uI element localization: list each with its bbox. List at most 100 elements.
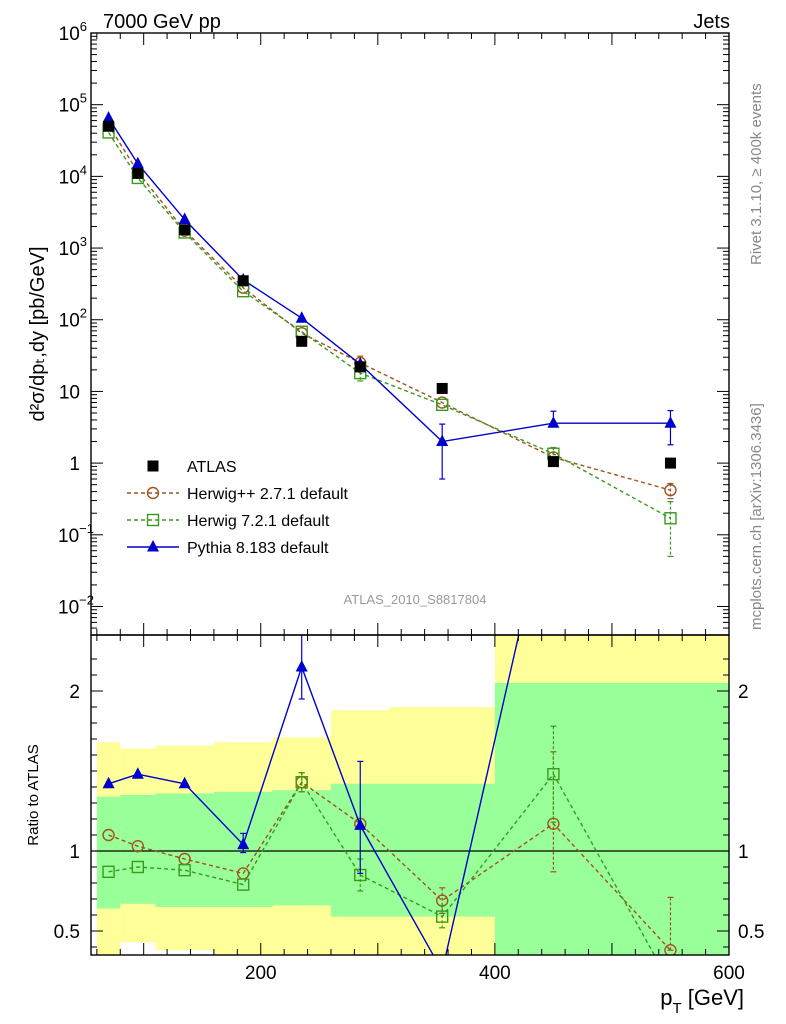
rivet-label: Rivet 3.1.10, ≥ 400k events (748, 83, 765, 265)
tick-base: 10 (58, 597, 79, 618)
main-data-point (131, 156, 144, 169)
main-y-tick-label: 1 (69, 454, 80, 475)
ratio-y-tick-label-right: 1 (738, 842, 749, 863)
main-series-line (107, 132, 671, 519)
ratio-frame (90, 634, 730, 956)
tick-base: 10 (59, 382, 80, 403)
tick-exponent: −1 (79, 521, 94, 536)
ratio-data-point (131, 860, 145, 874)
ratio-y-tick-label-right: 0.5 (738, 922, 764, 943)
main-series-line (107, 117, 671, 443)
main-panel (102, 111, 677, 557)
inner-uncertainty-band (389, 783, 495, 917)
legend-marker (146, 513, 160, 527)
tick-exponent: 6 (80, 19, 87, 34)
legend-marker (146, 486, 160, 500)
tick-base: 10 (59, 311, 80, 332)
x-tick-label: 200 (245, 963, 277, 984)
atlas-data-point (132, 167, 144, 179)
legend-label: Herwig 7.2.1 default (187, 513, 330, 530)
atlas-data-point (179, 224, 191, 236)
ratio-data-point (664, 944, 677, 955)
main-triangle-series (102, 111, 677, 480)
main-data-point (664, 416, 677, 428)
tick-base: 10 (58, 526, 79, 547)
tick-exponent: 4 (80, 162, 87, 177)
ratio-data-point (547, 768, 560, 781)
main-atlas-series (103, 120, 676, 469)
ratio-data-point (547, 476, 559, 488)
main-y-tick-label: 10−2 (58, 592, 94, 618)
main-data-point (664, 512, 677, 525)
ratio-y-tick-label-left: 1 (69, 842, 80, 863)
main-data-point (102, 111, 115, 123)
tick-base: 10 (59, 167, 80, 188)
atlas-data-point (296, 335, 308, 347)
tick-exponent: −2 (79, 592, 94, 607)
x-tick-label: 400 (479, 963, 511, 984)
ratio-data-point (102, 776, 115, 789)
legend: ATLAS Herwig++ 2.7.1 default Herwig 7.2.1 … (127, 459, 349, 557)
ratio-data-point (236, 878, 250, 891)
ratio-y-tick-label-left: 2 (69, 682, 80, 703)
inner-uncertainty-band (272, 790, 331, 906)
legend-label: ATLAS (187, 459, 237, 476)
atlas-data-point (547, 456, 559, 468)
atlas-data-point (664, 457, 676, 469)
tick-exponent: 2 (80, 306, 87, 321)
ratio-data-point (354, 818, 367, 830)
tick-base: 10 (59, 96, 80, 117)
main-y-tick-label: 10−1 (58, 521, 94, 547)
main-y-axis-label: d²σ/dpₜ,dy [pb/GeV] (27, 247, 49, 422)
main-y-tick-label: 105 (59, 91, 87, 117)
main-data-point (178, 212, 191, 225)
ratio-data-point (102, 828, 115, 842)
ratio-data-point (131, 840, 145, 853)
ratio-series-line (108, 772, 656, 955)
main-data-point (436, 434, 449, 447)
atlas-data-point (436, 382, 448, 394)
mcplots-label: mcplots.cern.ch [arXiv:1306.3436] (748, 403, 765, 630)
ratio-data-point (237, 837, 250, 850)
legend-marker (147, 540, 159, 552)
atlas-data-point (103, 120, 115, 132)
ratio-y-tick-label-right: 2 (738, 682, 749, 703)
atlas-data-point (354, 361, 366, 373)
ratio-data-point (178, 864, 191, 877)
ratio-triangle-series (102, 476, 559, 955)
main-circle-series (102, 118, 677, 500)
inner-uncertainty-band (96, 796, 121, 909)
tick-exponent: 5 (80, 91, 87, 106)
ratio-y-tick-label-left: 0.5 (54, 922, 80, 943)
ratio-data-point (131, 767, 144, 779)
legend-label: Pythia 8.183 default (187, 540, 329, 557)
tick-base: 1 (69, 454, 80, 475)
ratio-bands (96, 635, 729, 955)
tick-base: 10 (59, 24, 80, 45)
legend-label: Herwig++ 2.7.1 default (187, 486, 349, 503)
x-axis-label-unit: [GeV] (682, 985, 744, 1010)
main-data-point (664, 483, 677, 497)
tick-base: 10 (59, 239, 80, 260)
ratio-open-square-series (102, 725, 656, 955)
main-y-tick-label: 10 (59, 382, 80, 403)
header-right: Jets (693, 11, 730, 33)
main-y-tick-label: 104 (59, 162, 87, 188)
ratio-data-point (102, 865, 115, 878)
main-y-tick-label: 102 (59, 306, 87, 332)
legend-marker (147, 460, 159, 472)
header-left: 7000 GeV pp (103, 11, 221, 33)
ratio-data-point (178, 776, 191, 789)
main-y-tick-label: 106 (59, 19, 87, 45)
inner-uncertainty-band (494, 683, 729, 955)
tick-exponent: 3 (80, 234, 87, 249)
ratio-data-point (295, 776, 308, 789)
main-data-point (295, 311, 308, 323)
x-axis-label-sub: T (672, 1000, 681, 1017)
ratio-panel (91, 476, 729, 955)
ratio-data-point (295, 660, 308, 672)
ratio-data-point (435, 910, 449, 923)
main-data-point (547, 416, 560, 428)
